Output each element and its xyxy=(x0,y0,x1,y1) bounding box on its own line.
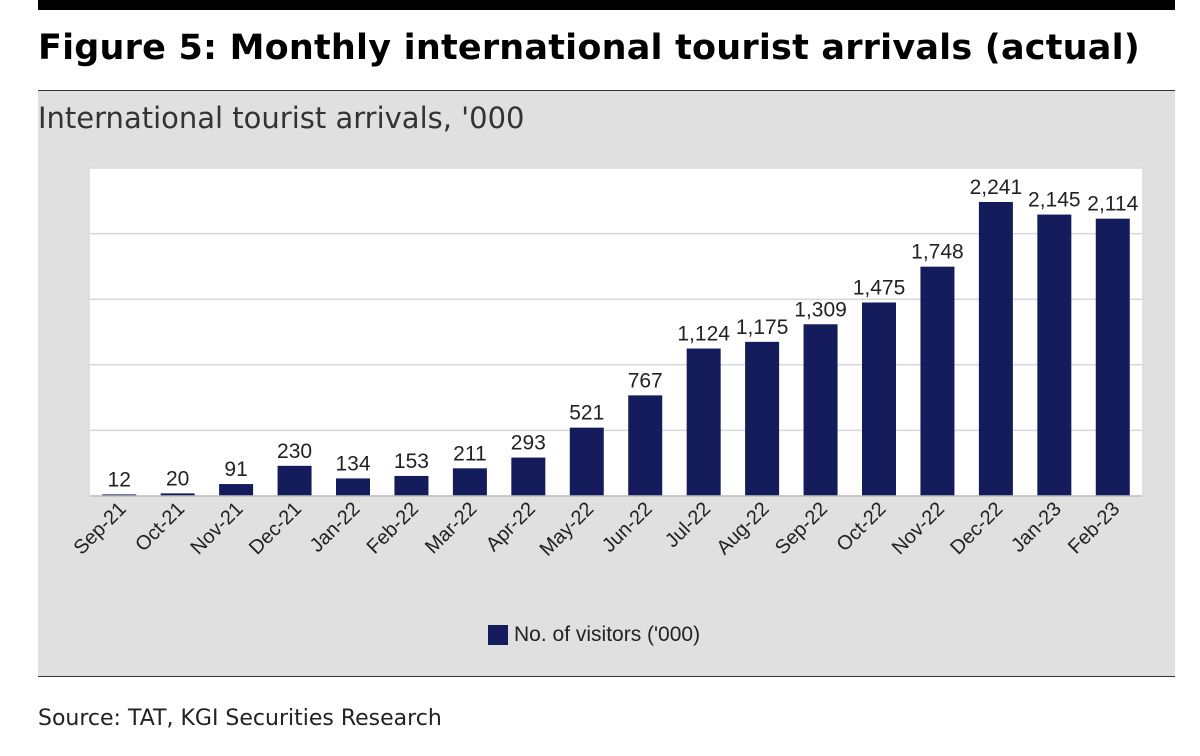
x-tick-label: Aug-22 xyxy=(712,498,773,559)
x-tick-label: Jun-22 xyxy=(598,498,657,557)
bar-feb-22 xyxy=(394,475,429,496)
data-label: 2,241 xyxy=(970,176,1023,199)
x-tick-label: May-22 xyxy=(536,498,599,561)
bar-chart: 12 Sep-21 20 Oct-21 91 Nov-21 230 Dec-21 134 Jan-… xyxy=(70,167,1142,561)
bar-jan-23 xyxy=(1037,214,1072,496)
legend: No. of visitors ('000) xyxy=(488,623,700,647)
bar-dec-22 xyxy=(978,201,1013,496)
x-tick-label: Feb-22 xyxy=(363,498,423,558)
x-tick-label: Jan-23 xyxy=(1007,498,1066,557)
bar-mar-22 xyxy=(452,468,487,496)
bar-jun-22 xyxy=(628,395,663,496)
data-label: 2,114 xyxy=(1087,193,1138,216)
x-tick-label: Apr-22 xyxy=(482,498,540,556)
data-label: 1,309 xyxy=(794,298,847,321)
bar-sep-22 xyxy=(803,324,838,496)
x-tick-label: Dec-21 xyxy=(245,498,306,559)
bar-dec-21 xyxy=(277,465,312,496)
x-tick-label: Sep-22 xyxy=(771,498,832,559)
bar-aug-22 xyxy=(745,341,780,496)
data-label: 2,145 xyxy=(1028,189,1081,212)
bar-nov-21 xyxy=(219,484,254,496)
data-label: 20 xyxy=(166,467,189,490)
chart-panel: International tourist arrivals, '000 12 S… xyxy=(38,90,1175,677)
data-label: 1,175 xyxy=(736,316,789,339)
data-label: 293 xyxy=(511,432,546,455)
data-label: 153 xyxy=(394,450,429,473)
bar-apr-22 xyxy=(511,457,546,496)
data-label: 230 xyxy=(277,440,312,463)
data-label: 521 xyxy=(569,402,604,425)
plot-area xyxy=(90,168,1142,496)
bar-nov-22 xyxy=(920,266,955,496)
data-label: 91 xyxy=(224,458,247,481)
legend-label: No. of visitors ('000) xyxy=(514,623,701,646)
x-tick-label: Nov-21 xyxy=(186,498,247,559)
bar-may-22 xyxy=(569,427,604,496)
data-label: 134 xyxy=(335,452,370,475)
data-label: 12 xyxy=(108,468,131,491)
x-tick-label: Dec-22 xyxy=(946,498,1007,559)
bar-oct-21 xyxy=(160,493,195,496)
x-tick-label: Feb-23 xyxy=(1064,498,1124,558)
data-label: 1,748 xyxy=(911,241,964,264)
bar-jan-22 xyxy=(336,478,370,496)
top-rule xyxy=(38,0,1175,10)
x-tick-label: Oct-22 xyxy=(833,498,891,556)
figure-title: Figure 5: Monthly international tourist … xyxy=(38,28,1141,68)
x-tick-label: Oct-21 xyxy=(131,498,189,556)
chart-subtitle: International tourist arrivals, '000 xyxy=(38,101,525,135)
data-label: 211 xyxy=(453,442,486,465)
x-tick-label: Jul-22 xyxy=(661,498,715,552)
bar-oct-22 xyxy=(862,302,896,496)
x-tick-label: Sep-21 xyxy=(70,498,131,559)
bar-sep-21 xyxy=(102,494,137,496)
x-tick-label: Mar-22 xyxy=(421,498,481,558)
bar-jul-22 xyxy=(686,348,721,496)
source-note: Source: TAT, KGI Securities Research xyxy=(38,706,442,731)
data-label: 1,124 xyxy=(677,323,730,346)
bar-feb-23 xyxy=(1095,218,1130,496)
x-tick-label: Nov-22 xyxy=(888,498,949,559)
data-label: 767 xyxy=(628,369,663,392)
legend-swatch xyxy=(488,625,508,645)
data-label: 1,475 xyxy=(853,276,906,299)
x-tick-label: Jan-22 xyxy=(306,498,365,557)
